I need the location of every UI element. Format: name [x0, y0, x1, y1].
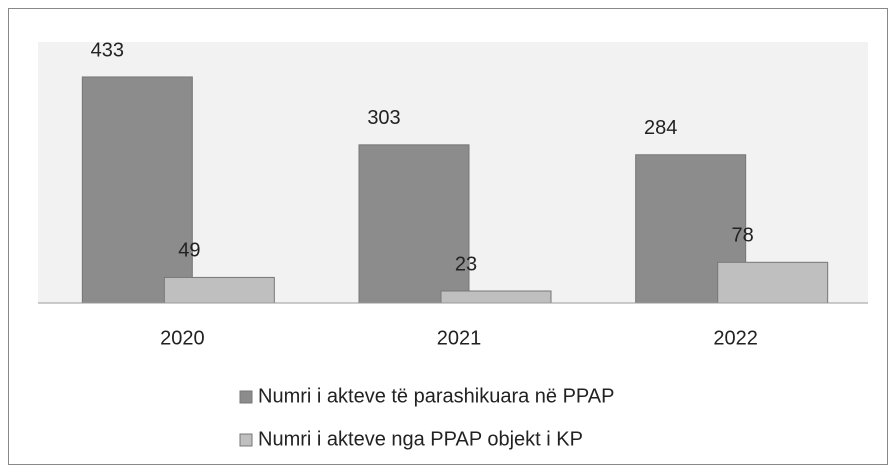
bar — [163, 276, 275, 304]
bar — [81, 76, 193, 304]
data-label: 49 — [178, 240, 200, 262]
x-tick-label: 2021 — [437, 327, 482, 349]
legend-label: Numri i akteve nga PPAP objekt i KP — [258, 428, 583, 450]
bar — [717, 261, 829, 304]
legend-swatch — [239, 433, 253, 447]
legend-swatch — [239, 390, 253, 404]
data-label: 284 — [644, 117, 677, 139]
legend-label: Numri i akteve të parashikuara në PPAP — [258, 385, 614, 407]
bar — [440, 290, 552, 304]
data-label: 78 — [732, 225, 754, 247]
x-tick-label: 2022 — [713, 327, 758, 349]
bar — [358, 144, 470, 304]
data-label: 23 — [455, 253, 477, 275]
data-label: 433 — [91, 39, 124, 61]
data-label: 303 — [367, 107, 400, 129]
x-tick-label: 2020 — [160, 327, 205, 349]
